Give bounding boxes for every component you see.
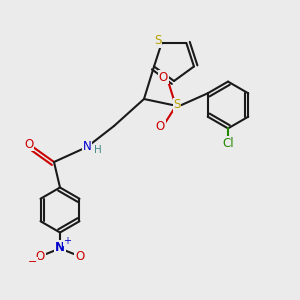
Text: N: N	[82, 140, 91, 154]
Text: O: O	[156, 120, 165, 133]
Text: O: O	[75, 250, 84, 263]
Text: N: N	[55, 241, 65, 254]
Text: +: +	[64, 236, 71, 246]
Text: S: S	[154, 34, 162, 47]
Text: O: O	[159, 71, 168, 84]
Text: Cl: Cl	[222, 137, 234, 150]
Text: H: H	[94, 145, 101, 155]
Text: −: −	[28, 257, 38, 268]
Text: S: S	[173, 98, 181, 112]
Text: O: O	[24, 137, 33, 151]
Text: O: O	[36, 250, 45, 263]
